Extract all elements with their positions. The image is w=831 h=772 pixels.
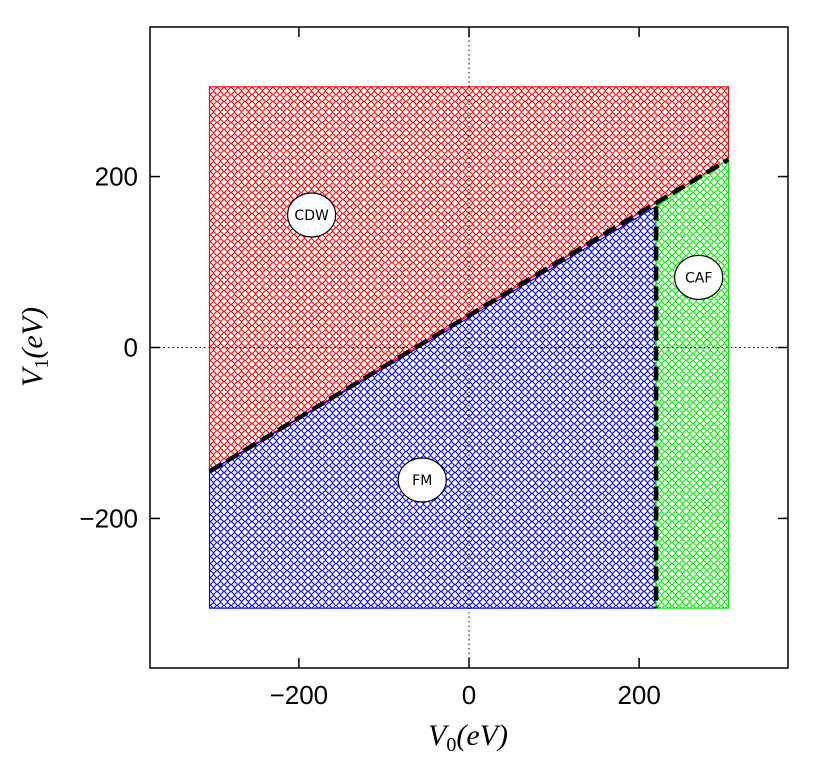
y-tick-label: 0 [124,333,138,363]
x-axis-label: V0(eV) [428,719,508,756]
phase-label-cdw: CDW [287,192,337,238]
phase-label-fm: FM [397,457,447,503]
phase-region-caf [655,158,730,609]
y-axis-label: V1(eV) [16,307,53,387]
x-tick-label: 200 [617,680,660,710]
phase-label-caf: CAF [674,254,724,301]
x-tick-label: −200 [270,680,329,710]
x-tick-label: 0 [462,680,476,710]
phase-label-bubble [397,457,447,503]
y-tick-label: 200 [95,162,138,192]
phase-label-text: CAF [685,270,712,286]
phase-boundary-1 [208,157,730,474]
phase-label-text: CDW [294,208,329,224]
phase-label-bubble [674,254,724,301]
y-tick-label: −200 [79,503,138,533]
phase-label-bubble [287,192,337,238]
phase-label-text: FM [412,473,432,489]
